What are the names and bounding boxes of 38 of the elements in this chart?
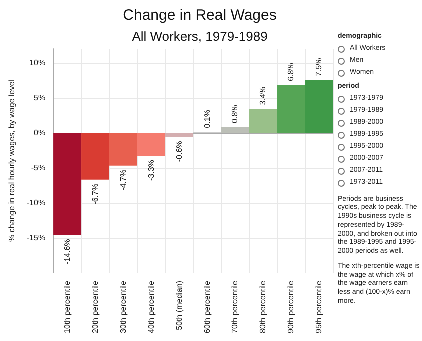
x-tick-label: 20th percentile [90,280,100,334]
chart-subtitle: All Workers, 1979-1989 [132,29,268,44]
data-label: 3.4% [258,86,268,106]
bar [82,133,110,180]
y-tick-label: 5% [34,94,46,102]
data-label: -0.6% [174,141,184,162]
x-tick-label: 40th percentile [146,280,156,334]
x-tick-label: 60th percentile [202,280,212,334]
data-label: -14.6% [63,239,72,265]
x-tick-label: 10th percentile [63,280,72,334]
data-label: 0.8% [230,105,240,124]
y-tick-label: -5% [31,164,46,172]
y-tick-label: 0% [34,128,46,138]
x-tick-label: 30th percentile [118,280,128,334]
bar [277,85,306,133]
bar [165,133,194,138]
bar [221,127,250,133]
data-label: 7.5% [314,58,324,76]
data-label: 6.8% [286,63,296,82]
x-tick-label: 70th percentile [230,280,240,334]
data-label: -3.3% [146,160,156,182]
x-tick-label: 90th percentile [286,280,296,334]
y-axis-title: % change in real hourly wages, by wage level [8,80,16,242]
y-tick-label: 10% [30,58,46,68]
bar [54,133,82,236]
chart-title: Change in Real Wages [123,7,277,24]
x-tick-label: 80th percentile [258,280,268,334]
x-tick-label: 50th (median) [174,280,184,330]
y-tick-label: -15% [26,234,46,242]
bar [109,133,138,166]
y-tick-label: -10% [26,198,46,208]
data-label: 0.1% [202,110,212,128]
bar [137,133,166,156]
bar [305,80,333,133]
data-label: -6.7% [90,184,100,205]
bar [249,109,278,133]
data-label: -4.7% [118,170,128,191]
x-tick-label: 95th percentile [314,280,324,334]
